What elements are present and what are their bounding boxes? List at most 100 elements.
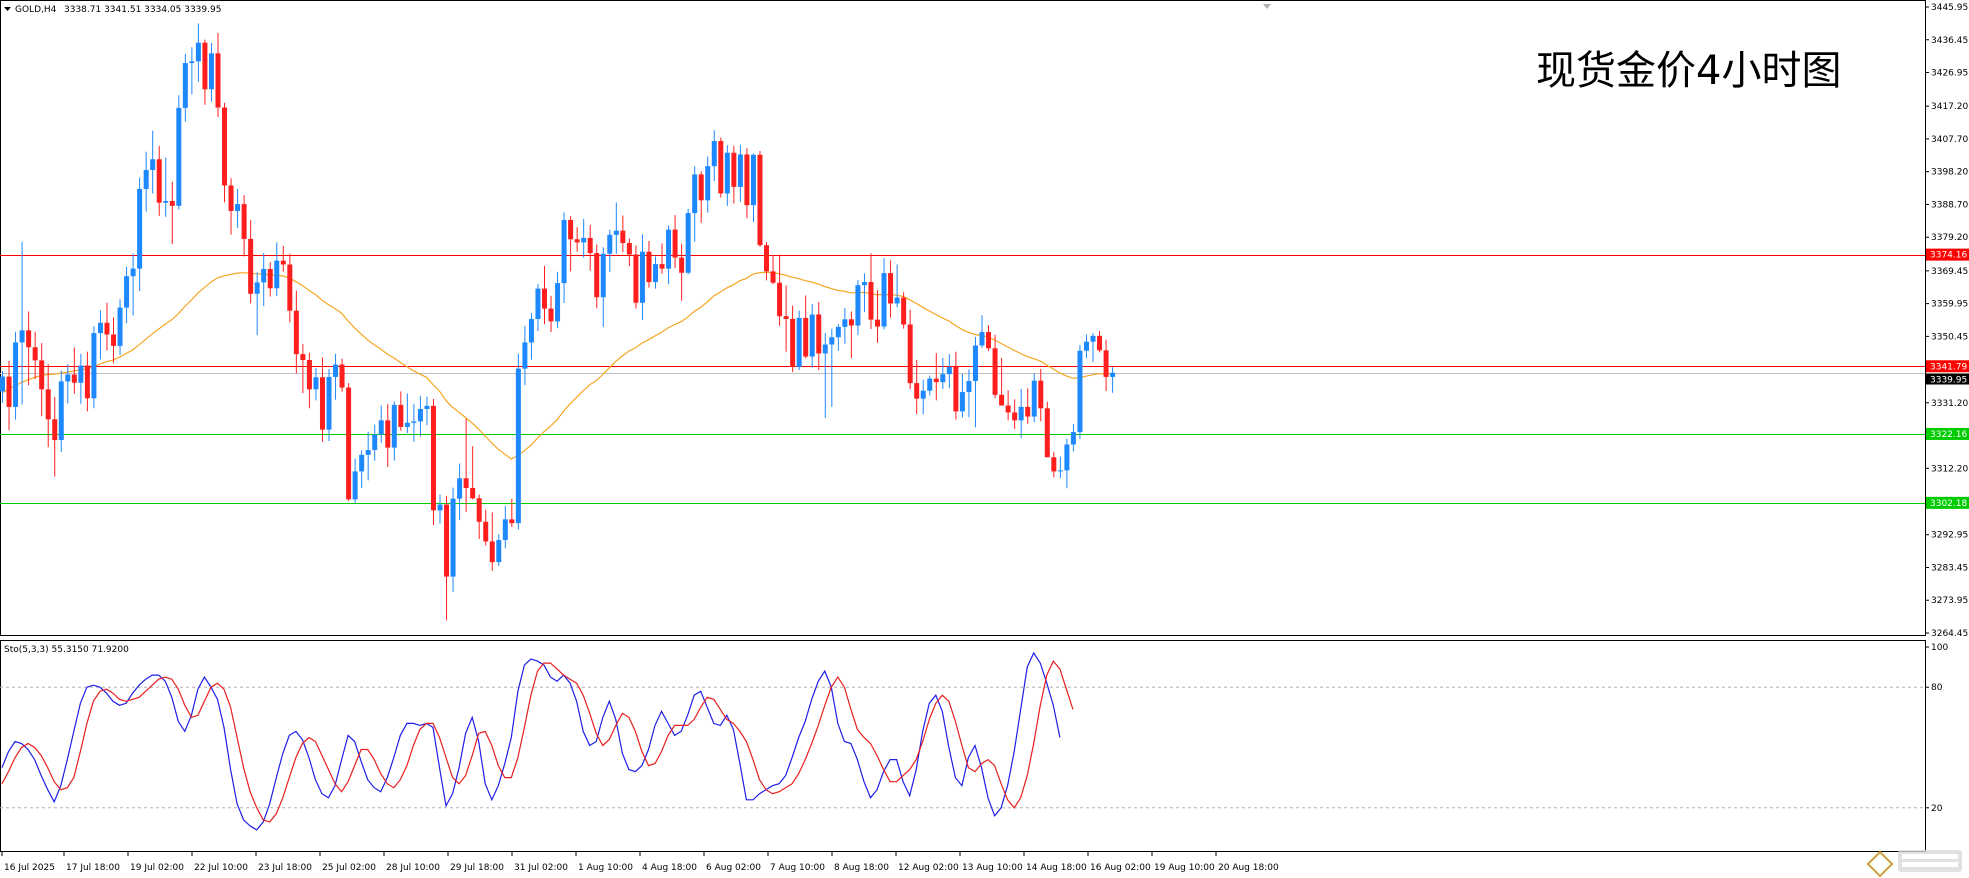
candle <box>894 264 900 308</box>
candle-body <box>267 268 273 289</box>
x-tick-label: 14 Aug 18:00 <box>1026 863 1087 873</box>
candle <box>404 393 410 434</box>
candle-body <box>97 322 103 334</box>
symbol-menu-icon[interactable] <box>4 7 11 11</box>
candle <box>972 336 978 428</box>
candle <box>653 256 658 289</box>
candle <box>71 347 77 394</box>
candle-body <box>483 521 489 542</box>
candle-body <box>587 237 593 254</box>
candle-body <box>1044 408 1050 458</box>
candle <box>639 234 645 320</box>
candle <box>241 195 247 257</box>
candle <box>372 424 378 461</box>
candle-body <box>84 365 90 399</box>
candle <box>920 379 926 415</box>
candle <box>319 357 325 442</box>
candle <box>104 302 110 351</box>
candle-body <box>522 342 528 369</box>
candle-body <box>888 273 894 304</box>
candle-body <box>535 288 541 319</box>
candle <box>385 404 391 467</box>
candle <box>861 273 867 313</box>
candle <box>1038 368 1044 422</box>
candle-body <box>737 154 743 187</box>
candle-body <box>1083 341 1089 351</box>
candle-body <box>835 326 841 338</box>
candle-body <box>450 498 456 577</box>
scroll-shift-marker-icon[interactable] <box>1263 4 1271 9</box>
candle <box>300 344 306 394</box>
candle <box>535 284 541 332</box>
candle-body <box>607 234 613 254</box>
candle-body <box>241 204 247 239</box>
candle <box>672 215 678 268</box>
y-tick-label: 3407.70 <box>1931 135 1968 145</box>
time-axis[interactable]: 16 Jul 2025 17 Jul 18:00 19 Jul 02:00 22 Ju… <box>1 852 1279 873</box>
stochastic-layer: 100 80 20 <box>0 643 1948 831</box>
candle-body <box>672 229 678 258</box>
candle-body <box>764 245 770 272</box>
x-tick-label: 19 Jul 02:00 <box>130 863 184 873</box>
candle-body <box>261 268 267 283</box>
candle-body <box>555 283 561 322</box>
candle <box>306 352 312 409</box>
level-label: 3374.16 <box>1930 251 1967 261</box>
candle-body <box>848 319 854 326</box>
candle <box>97 310 103 360</box>
candle <box>228 178 234 235</box>
candle <box>607 229 613 273</box>
candle-body <box>235 204 241 212</box>
x-tick-label: 22 Jul 10:00 <box>194 863 248 873</box>
candle <box>914 360 920 415</box>
candle <box>32 331 38 379</box>
candle <box>986 325 992 352</box>
candle <box>163 157 169 217</box>
candle-body <box>0 376 5 392</box>
candle <box>261 253 267 307</box>
levels-layer <box>0 255 1925 504</box>
candle-body <box>189 61 195 64</box>
price-axis[interactable]: 3445.95 3436.45 3426.95 3417.20 3407.70 3398.… <box>1925 3 1969 639</box>
candle-body <box>679 257 685 273</box>
candle <box>829 328 835 407</box>
candle-body <box>1005 405 1011 413</box>
candle-body <box>750 154 756 206</box>
candle <box>777 254 783 326</box>
candle <box>13 331 19 420</box>
stochastic-label: Sto(5,3,3) 55.3150 71.9200 <box>4 645 129 655</box>
candle-body <box>966 381 972 393</box>
candle-body <box>352 471 358 500</box>
candle-body <box>417 408 423 422</box>
candle <box>822 333 828 418</box>
candle <box>594 244 600 309</box>
candle-body <box>600 253 606 298</box>
candle <box>470 446 476 500</box>
candle <box>783 285 789 352</box>
y-tick-label: 3331.20 <box>1931 399 1968 409</box>
candle-body <box>796 317 802 367</box>
candle <box>208 43 214 102</box>
candle-body <box>378 420 384 435</box>
candles-layer <box>0 23 1116 621</box>
candle <box>848 311 854 359</box>
candle-body <box>666 229 672 269</box>
candle <box>679 243 685 301</box>
main-pane-frame <box>0 0 1926 636</box>
candle <box>424 396 430 426</box>
x-tick-label: 28 Jul 10:00 <box>386 863 440 873</box>
chart-title: 现货金价4小时图 <box>1536 48 1841 94</box>
y-tick-label: 3388.70 <box>1931 200 1968 210</box>
candle <box>483 509 489 546</box>
candle-body <box>907 324 913 384</box>
y-tick-label: 3359.95 <box>1931 300 1968 310</box>
candle-body <box>972 345 978 382</box>
candle-body <box>19 330 25 343</box>
candle-body <box>137 188 143 269</box>
candle <box>646 241 652 288</box>
candle <box>1044 401 1050 458</box>
candle <box>1070 424 1076 452</box>
candle <box>1090 333 1096 363</box>
sto-main-line <box>1 651 1061 831</box>
